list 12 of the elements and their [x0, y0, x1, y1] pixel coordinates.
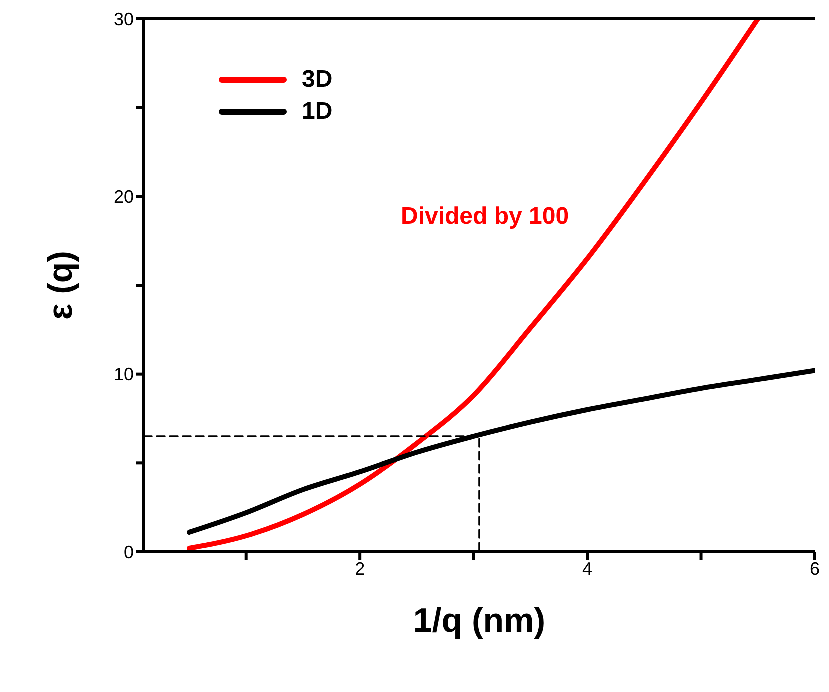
x-tick-label: 2	[355, 558, 366, 579]
y-tick-label: 20	[114, 187, 134, 208]
x-tick-label: 4	[582, 558, 593, 579]
x-axis-title: 1/q (nm)	[413, 602, 546, 640]
legend-label: 3D	[302, 66, 333, 94]
y-tick-label: 0	[124, 542, 134, 562]
y-axis-title: ε (q)	[42, 251, 80, 320]
y-tick-label: 10	[114, 364, 134, 385]
legend-label: 1D	[302, 98, 333, 126]
x-tick-label: 6	[810, 558, 820, 579]
y-tick-label: 30	[114, 9, 134, 30]
annotation: Divided by 100	[401, 203, 570, 231]
